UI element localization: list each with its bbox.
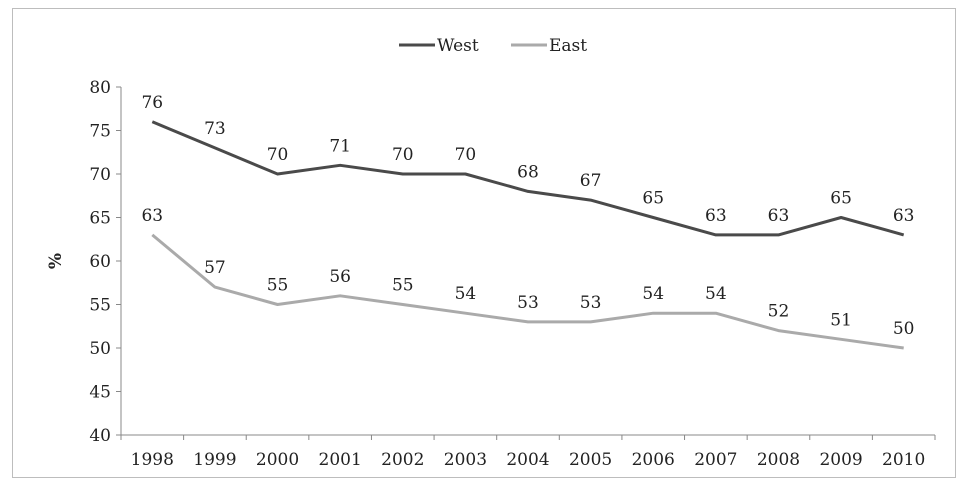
series-line-east [151,233,904,350]
y-tick-label: 80 [89,78,111,98]
data-label-west: 76 [141,93,163,113]
y-axis-label: % [46,253,66,269]
y-tick-label: 50 [89,339,111,359]
data-label-west: 68 [517,162,539,182]
x-tick-label: 2001 [319,450,362,470]
data-labels: 76 73 70 71 70 70 68 67 65 63 63 65 63 63 57 55 56 55 54 53… [141,93,914,339]
data-label-east: 56 [329,267,351,287]
data-label-east: 54 [705,284,727,304]
data-label-west: 63 [893,206,915,226]
x-tick-label: 2003 [444,450,487,470]
legend-label-east: East [549,36,587,56]
y-tick-label: 70 [89,165,111,185]
x-tick-label: 2009 [819,450,862,470]
data-label-west: 63 [705,206,727,226]
x-tick-label: 2007 [694,450,737,470]
data-label-east: 57 [204,258,226,278]
data-label-west: 70 [267,145,289,165]
axes: 40 45 50 55 60 65 70 75 80% 1998 1999 2000 2001 2002 2… [46,78,936,470]
data-label-west: 65 [830,189,852,209]
x-tick-label: 1999 [193,450,236,470]
data-label-east: 51 [830,310,852,330]
data-label-west: 65 [642,189,664,209]
data-label-east: 63 [141,206,163,226]
data-label-east: 50 [893,319,915,339]
data-label-west: 63 [768,206,790,226]
data-label-east: 53 [517,293,539,313]
x-tick-label: 2005 [569,450,612,470]
data-label-west: 73 [204,119,226,139]
chart-frame: West East 40 45 50 55 60 65 70 75 80% 1998 1999 2000… [12,8,956,478]
legend-label-west: West [437,36,479,56]
legend: West East [399,36,587,56]
data-label-east: 54 [455,284,477,304]
y-tick-label: 75 [89,122,111,142]
data-label-west: 71 [329,136,351,156]
y-tick-label: 45 [89,383,111,403]
data-label-east: 52 [768,302,790,322]
y-tick-label: 65 [89,209,111,229]
x-tick-label: 2006 [632,450,675,470]
x-tick-label: 2010 [882,450,925,470]
series-line-west [151,120,905,237]
y-tick-label: 40 [89,426,111,446]
x-tick-label: 2004 [506,450,549,470]
x-tick-label: 2002 [381,450,424,470]
y-tick-label: 60 [89,252,111,272]
data-label-east: 55 [392,276,414,296]
series-lines [151,120,905,350]
line-chart: West East 40 45 50 55 60 65 70 75 80% 1998 1999 2000… [46,36,936,470]
y-tick-label: 55 [89,296,111,316]
data-label-east: 53 [580,293,602,313]
x-tick-label: 1998 [131,450,174,470]
data-label-east: 54 [642,284,664,304]
x-tick-label: 2000 [256,450,299,470]
data-label-east: 55 [267,276,289,296]
data-label-west: 67 [580,171,602,191]
x-tick-label: 2008 [757,450,800,470]
data-label-west: 70 [455,145,477,165]
data-label-west: 70 [392,145,414,165]
